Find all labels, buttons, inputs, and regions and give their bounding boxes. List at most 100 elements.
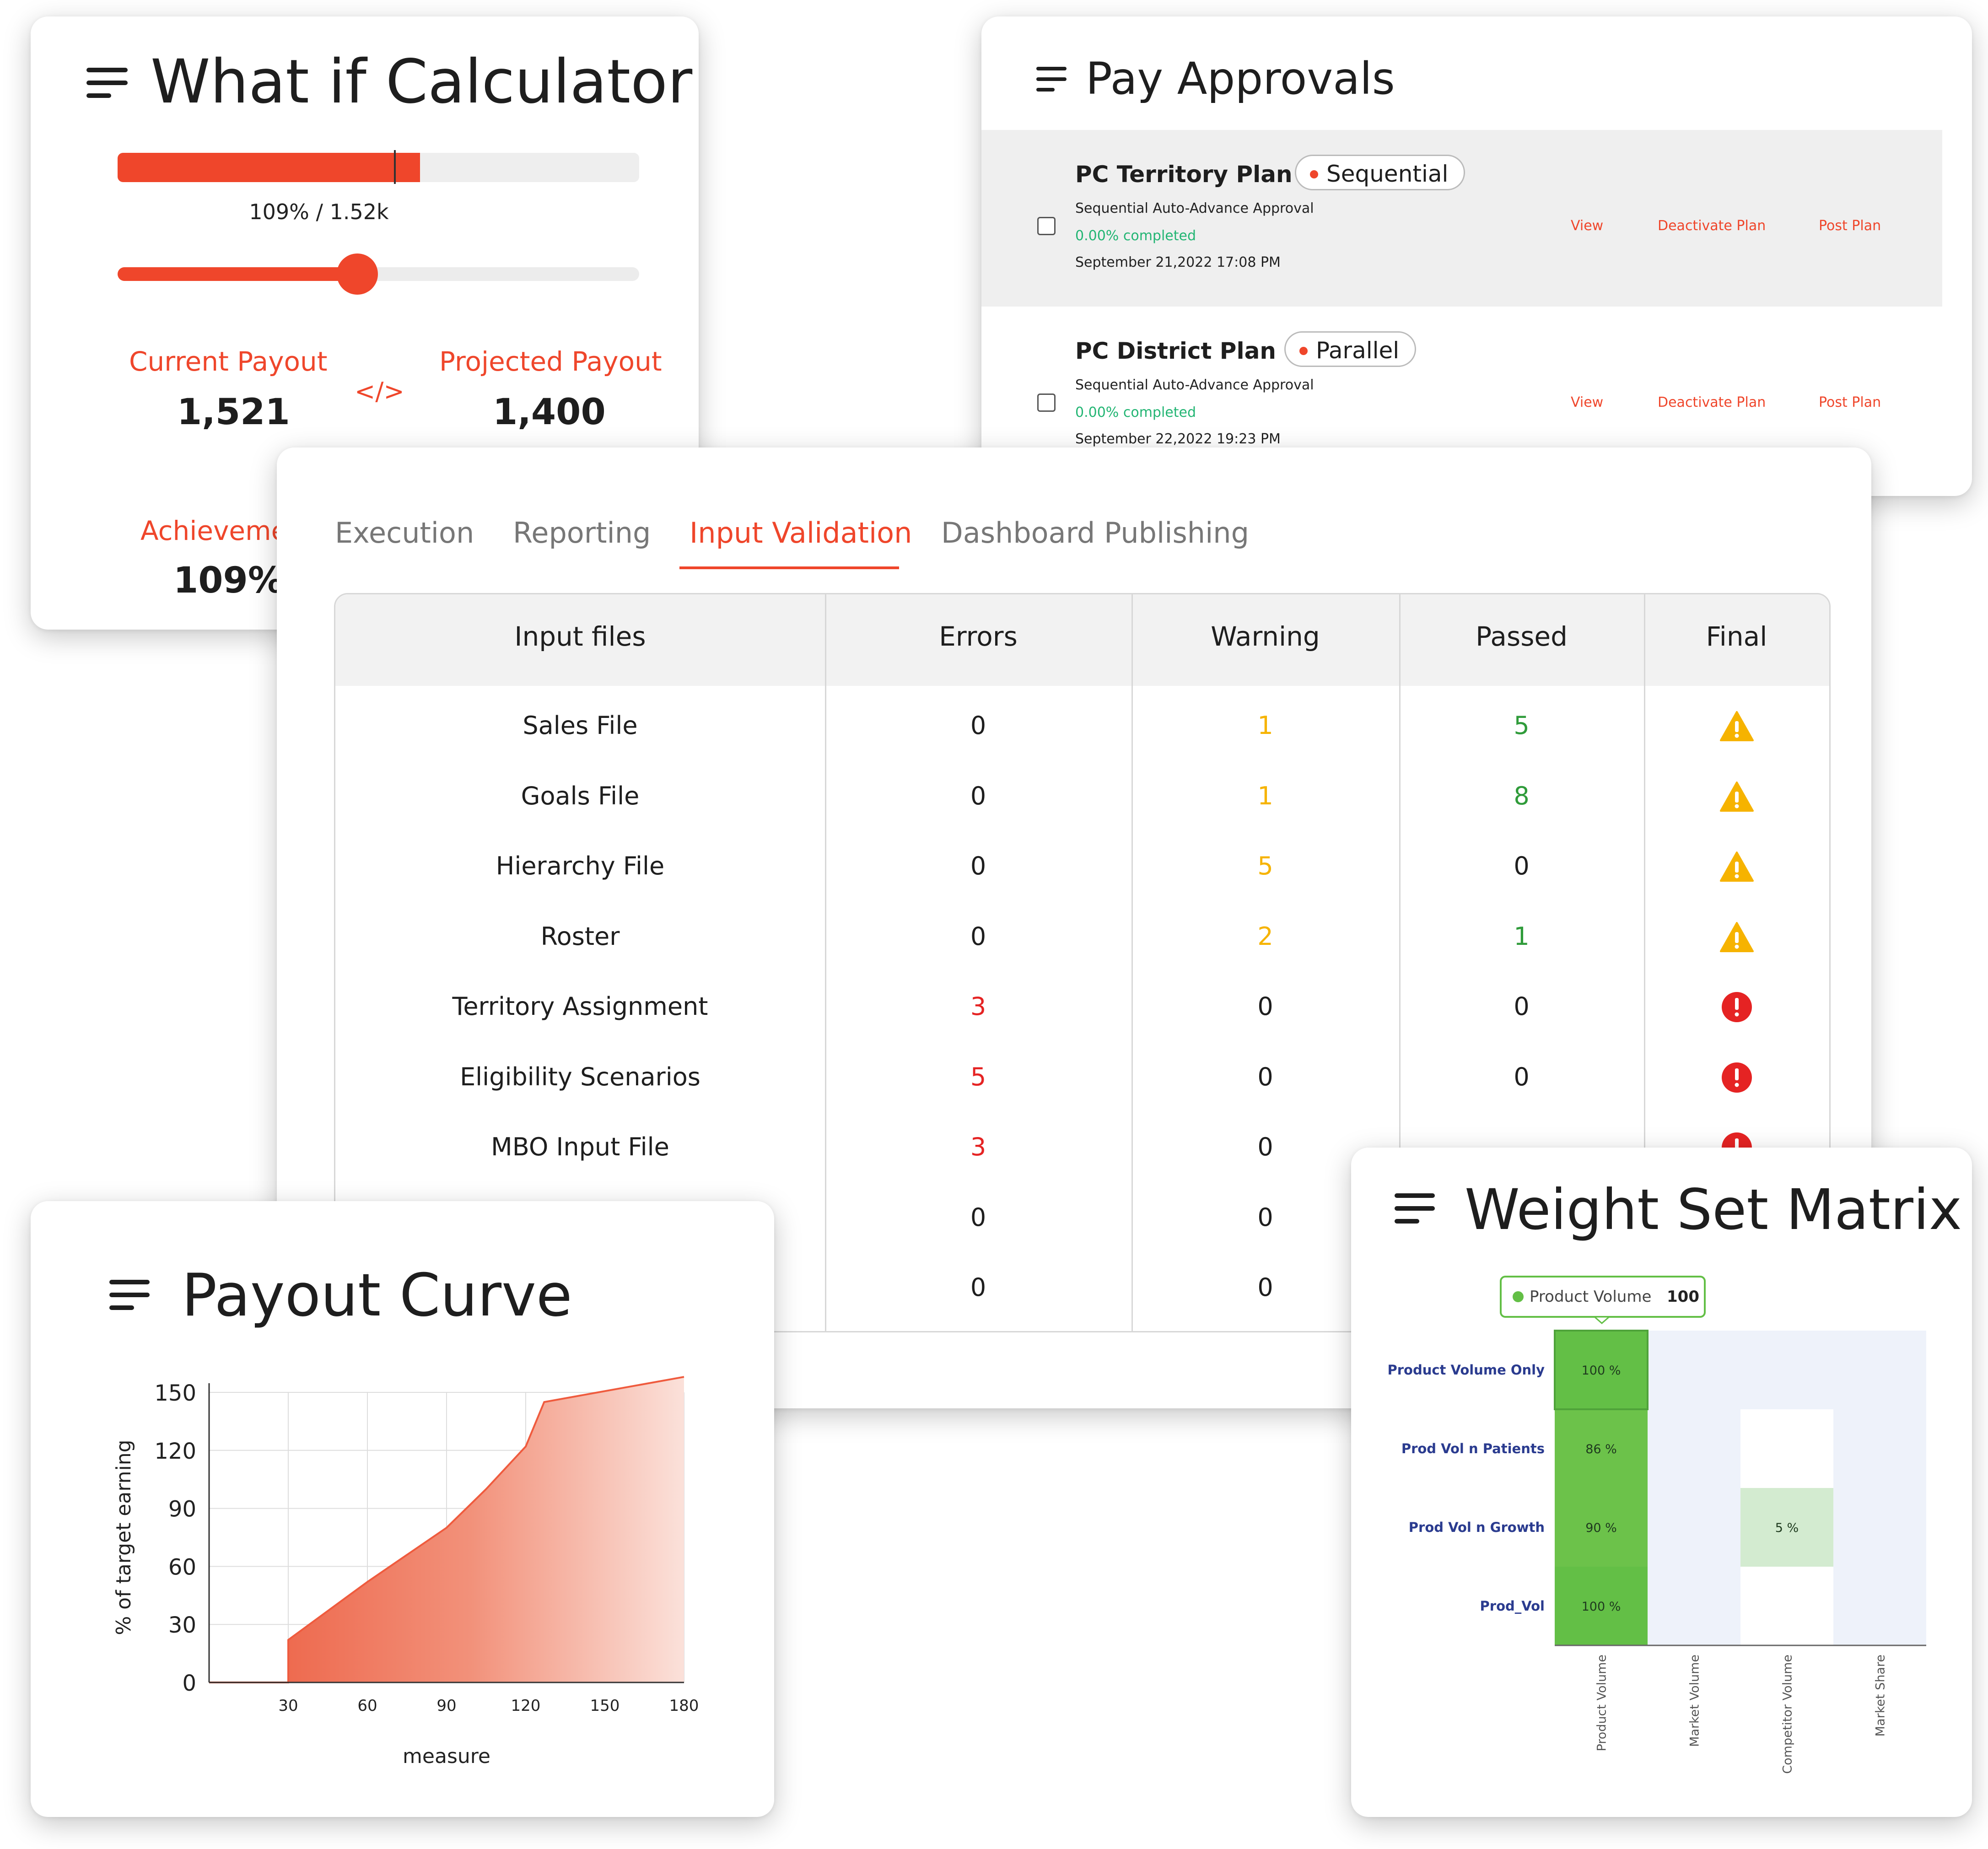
cell-file: Hierarchy File [496, 852, 665, 880]
heatmap-cell[interactable] [1555, 1331, 1648, 1409]
post-plan-link[interactable]: Post Plan [1819, 394, 1881, 410]
cell-errors: 5 [970, 1062, 986, 1091]
projected-payout-value: 1,400 [493, 392, 606, 433]
menu-icon[interactable] [86, 68, 128, 106]
menu-icon[interactable] [1036, 67, 1067, 100]
target-marker [394, 150, 396, 184]
cell-warning: 5 [1257, 852, 1273, 880]
heatmap-cell-empty [1833, 1567, 1926, 1645]
row-label: Prod Vol n Growth [1409, 1520, 1545, 1535]
cell-passed: 8 [1514, 781, 1530, 810]
what-if-slider[interactable] [118, 253, 639, 295]
cell-warning: 1 [1257, 781, 1273, 810]
x-axis-label: measure [403, 1745, 490, 1768]
cell-passed: 1 [1514, 922, 1530, 951]
heatmap-cell[interactable] [1555, 1567, 1648, 1645]
current-payout-label: Current Payout [129, 346, 328, 377]
heatmap-cell-empty [1648, 1409, 1740, 1488]
cell-errors: 0 [970, 852, 986, 880]
tab-execution[interactable]: Execution [335, 516, 474, 550]
post-plan-link[interactable]: Post Plan [1819, 218, 1881, 234]
tab-dashboard-publishing[interactable]: Dashboard Publishing [941, 516, 1249, 550]
row-label: Prod_Vol [1480, 1598, 1545, 1614]
legend-dot-icon [1513, 1291, 1524, 1302]
progress-label: 109% / 1.52k [249, 199, 389, 224]
tab-reporting[interactable]: Reporting [513, 516, 651, 550]
y-tick-label: 30 [168, 1612, 196, 1638]
heatmap-cell-empty [1740, 1409, 1833, 1488]
heatmap-cell-empty [1648, 1331, 1740, 1409]
cell-file: Roster [540, 922, 620, 951]
cell-warning: 0 [1257, 1062, 1273, 1091]
pay-approvals-card: Pay Approvals PC Territory Plan Sequenti… [981, 16, 1972, 496]
status-dot-icon [1310, 170, 1318, 178]
header-passed: Passed [1476, 621, 1568, 652]
completion-status: 0.00% completed [1075, 228, 1196, 244]
error-icon [1721, 992, 1752, 1022]
approval-row: PC District Plan Parallel Sequential Aut… [981, 307, 1942, 483]
warning-icon [1719, 781, 1754, 812]
tab-input-validation[interactable]: Input Validation [690, 516, 912, 550]
column-label: Market Volume [1688, 1655, 1702, 1747]
warning-icon [1719, 852, 1754, 882]
achievement-value: 109% [173, 560, 284, 601]
row-label: Prod Vol n Patients [1401, 1441, 1545, 1456]
plan-name: PC District Plan [1075, 338, 1276, 364]
payout-area [209, 1377, 684, 1682]
status-dot-icon [1299, 347, 1308, 355]
x-tick-label: 120 [511, 1697, 541, 1715]
active-tab-indicator [679, 566, 899, 569]
column-divider [1399, 594, 1401, 1331]
menu-icon[interactable] [1395, 1193, 1435, 1232]
heatmap-cell-label: 100 % [1582, 1600, 1621, 1614]
tooltip-value: 100 [1667, 1288, 1699, 1306]
heatmap-cell[interactable] [1555, 1488, 1648, 1567]
slider-handle[interactable] [337, 253, 378, 295]
x-tick-label: 180 [669, 1697, 699, 1715]
y-tick-label: 0 [182, 1671, 196, 1696]
weight-set-heatmap: 100 % 86 % 90 % 5 % 100 % Product Volume Only… [1387, 1276, 1926, 1774]
cell-warning: 0 [1257, 1273, 1273, 1302]
heatmap-cell[interactable] [1740, 1488, 1833, 1567]
plan-name: PC Territory Plan [1075, 161, 1293, 188]
header-input-files: Input files [514, 621, 646, 652]
heatmap-cell-label: 86 % [1585, 1442, 1617, 1456]
row-checkbox[interactable] [1037, 217, 1056, 235]
x-tick-label: 90 [436, 1697, 456, 1715]
y-tick-label: 120 [154, 1439, 196, 1464]
warning-icon [1719, 922, 1754, 952]
approval-type-badge: Parallel [1284, 331, 1417, 367]
row-checkbox[interactable] [1037, 394, 1056, 412]
cell-warning: 0 [1257, 1132, 1273, 1161]
selected-cell-outline [1554, 1330, 1649, 1410]
heatmap-cell-empty [1648, 1488, 1740, 1567]
cell-errors: 0 [970, 1202, 986, 1232]
column-label: Market Share [1874, 1655, 1888, 1736]
column-divider [825, 594, 826, 1331]
header-final: Final [1706, 621, 1767, 652]
approval-date: September 21,2022 17:08 PM [1075, 254, 1281, 270]
approval-date: September 22,2022 19:23 PM [1075, 431, 1281, 447]
cell-errors: 0 [970, 711, 986, 740]
approval-type-label: Parallel [1316, 337, 1400, 364]
completion-status: 0.00% completed [1075, 404, 1196, 420]
header-warning: Warning [1211, 621, 1320, 652]
header-errors: Errors [939, 621, 1018, 652]
menu-icon[interactable] [109, 1280, 150, 1318]
view-link[interactable]: View [1571, 218, 1604, 234]
cell-file: Territory Assignment [452, 992, 708, 1021]
heatmap-cell[interactable] [1555, 1409, 1648, 1488]
deactivate-plan-link[interactable]: Deactivate Plan [1658, 218, 1766, 234]
x-tick-label: 150 [590, 1697, 620, 1715]
deactivate-plan-link[interactable]: Deactivate Plan [1658, 394, 1766, 410]
approval-type-badge: Sequential [1295, 155, 1465, 190]
cell-errors: 3 [970, 1132, 986, 1161]
table-header [335, 594, 1829, 686]
payout-progress-bar [118, 150, 639, 184]
card-title: What if Calculator [151, 47, 693, 117]
cell-errors: 0 [970, 1273, 986, 1302]
cell-passed: 0 [1514, 992, 1530, 1021]
y-tick-label: 90 [168, 1497, 196, 1522]
projected-payout-label: Projected Payout [439, 346, 662, 377]
view-link[interactable]: View [1571, 394, 1604, 410]
